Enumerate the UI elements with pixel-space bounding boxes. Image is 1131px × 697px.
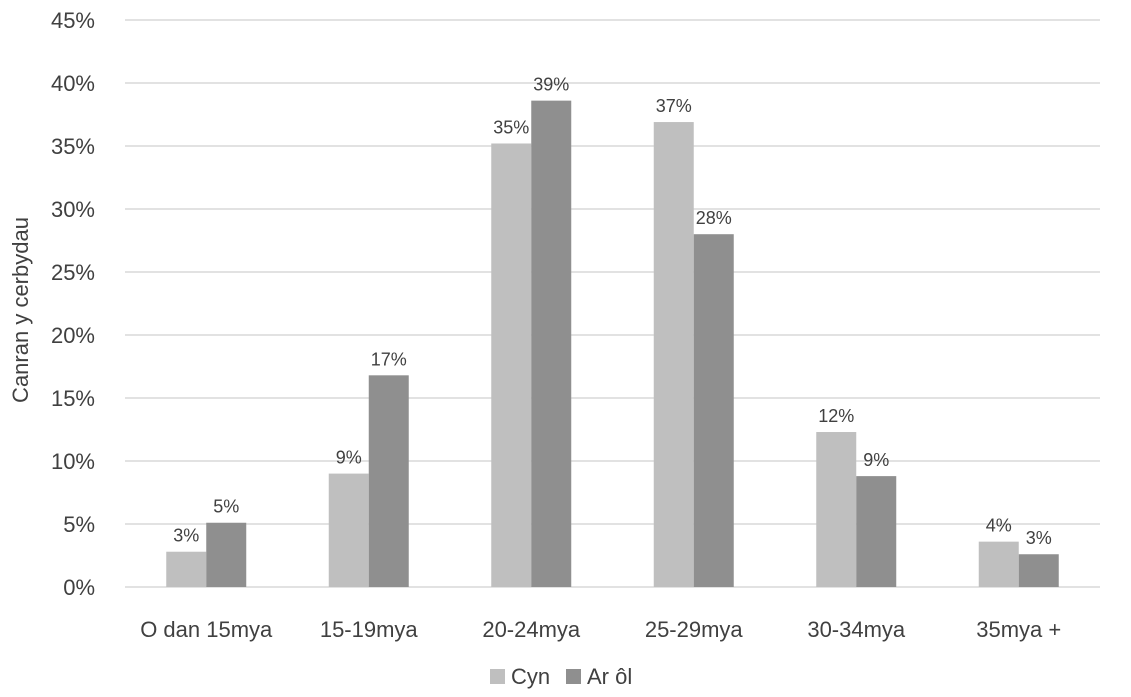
x-axis-ticks: O dan 15mya 15-19mya 20-24mya 25-29mya 30-34… (140, 617, 1061, 642)
y-tick-label: 40% (51, 71, 95, 96)
x-tick-label: O dan 15mya (140, 617, 273, 642)
bar (856, 476, 897, 587)
legend: Cyn Ar ôl (490, 664, 632, 689)
legend-swatch (566, 669, 581, 684)
bars (166, 100, 1059, 588)
data-label: 4% (986, 516, 1012, 536)
data-label: 37% (656, 96, 692, 116)
bar (531, 100, 572, 587)
legend-label: Ar ôl (587, 664, 632, 689)
y-axis-title: Canran y cerbydau (8, 217, 33, 403)
x-tick-label: 35mya + (976, 617, 1061, 642)
gridlines (125, 19, 1100, 588)
bar (491, 143, 532, 588)
data-label: 35% (493, 117, 529, 137)
data-label: 28% (696, 208, 732, 228)
legend-label: Cyn (511, 664, 550, 689)
data-label: 12% (818, 406, 854, 426)
y-axis-ticks: 0% 5% 10% 15% 20% 25% 30% 35% 40% 45% (51, 8, 95, 600)
bar (653, 122, 694, 587)
y-tick-label: 5% (63, 512, 95, 537)
data-label: 5% (213, 497, 239, 517)
y-tick-label: 35% (51, 134, 95, 159)
y-tick-label: 15% (51, 386, 95, 411)
bar (978, 541, 1019, 587)
data-label: 3% (1026, 528, 1052, 548)
y-tick-label: 10% (51, 449, 95, 474)
bar (693, 234, 734, 587)
data-labels: 3% 5% 9% 17% 35% 39% 37% 28% 12% 9% 4% 3% (173, 75, 1052, 549)
x-tick-label: 15-19mya (320, 617, 419, 642)
data-label: 9% (863, 450, 889, 470)
data-label: 9% (336, 448, 362, 468)
x-tick-label: 20-24mya (482, 617, 581, 642)
y-tick-label: 0% (63, 575, 95, 600)
y-tick-label: 20% (51, 323, 95, 348)
data-label: 3% (173, 526, 199, 546)
x-tick-label: 25-29mya (645, 617, 744, 642)
data-label: 17% (371, 349, 407, 369)
x-tick-label: 30-34mya (807, 617, 906, 642)
bar (166, 551, 207, 587)
bar (1018, 554, 1059, 587)
data-label: 39% (533, 75, 569, 95)
y-tick-label: 25% (51, 260, 95, 285)
bar (206, 522, 247, 587)
bar (328, 473, 369, 587)
bar (816, 432, 857, 587)
legend-swatch (490, 669, 505, 684)
y-tick-label: 45% (51, 8, 95, 33)
y-tick-label: 30% (51, 197, 95, 222)
bar (368, 375, 409, 587)
